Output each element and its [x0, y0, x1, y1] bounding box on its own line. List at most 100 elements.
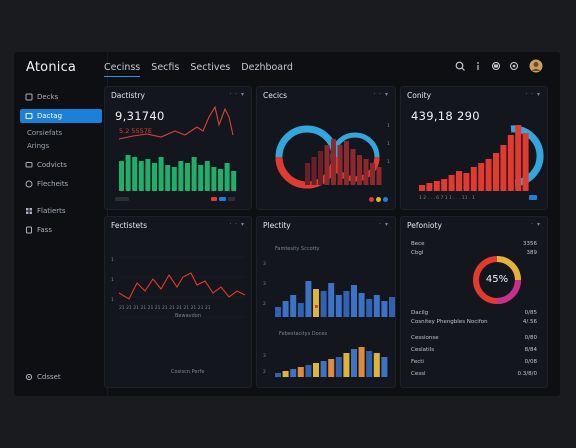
chart-bar	[178, 161, 184, 191]
svg-text:1: 1	[387, 141, 390, 147]
info-icon[interactable]	[472, 60, 484, 72]
metric-value: 9,31740	[115, 109, 165, 123]
sidebar-item-dactag[interactable]: Dactag	[20, 109, 102, 123]
chart-bar	[320, 361, 327, 377]
sidebar-item-label: Codvicts	[37, 161, 67, 169]
chart-bar	[507, 135, 514, 191]
chart-bar	[305, 163, 310, 185]
chart-bar	[313, 363, 319, 377]
sidebar-subitem[interactable]: Arings	[27, 142, 50, 150]
sidebar-item-flatierts[interactable]: Flatierts	[20, 204, 102, 218]
chart-bar	[324, 145, 330, 185]
panel-menu[interactable]: · · ▾	[229, 91, 245, 98]
kv-row: Fecti 0/08	[411, 359, 537, 365]
tab-cecinss[interactable]: Cecinss	[104, 62, 141, 77]
svg-text:1: 1	[111, 257, 114, 263]
avatar[interactable]	[529, 59, 543, 73]
tab-sectives[interactable]: Sectives	[190, 62, 231, 73]
panel-title: Cecics	[263, 91, 288, 100]
bar-line-chart	[115, 105, 237, 201]
svg-text:1: 1	[387, 159, 390, 165]
layers-icon	[25, 113, 33, 119]
chart-bar	[381, 301, 388, 317]
sidebar-subitem[interactable]: Corsiefats	[27, 129, 63, 137]
chart-bar	[351, 349, 357, 377]
chart-bar	[145, 159, 151, 191]
svg-text:3: 3	[263, 281, 266, 287]
panel-fectistets: Fectistets · · ▾ 21 21 21 21 21 21 21 21…	[104, 216, 252, 388]
chart-bar	[297, 303, 304, 317]
line-chart: 21 21 21 21 21 21 21 21 21 21 21 21 21 1…	[111, 256, 246, 319]
tab-secfis[interactable]: Secfis	[151, 62, 180, 73]
chart-bar	[305, 365, 312, 377]
svg-text:1 2 . . . 6 7 1 1 . . . 11 . 1: 1 2 . . . 6 7 1 1 . . . 11 . 1	[419, 195, 475, 201]
svg-text:2: 2	[263, 369, 266, 375]
panel-plectity: Plectity · ▾ Famtesity Sccotty Febestaci…	[256, 216, 396, 388]
chart-bar	[290, 295, 297, 317]
chart-bar	[328, 283, 335, 317]
panel-menu[interactable]: · ▾	[531, 221, 541, 228]
sidebar-item-settings[interactable]: Cdsset	[20, 370, 102, 384]
panel-pefonioty: Pefonioty · ▾ Bece 3356 Cbgl 389 45% Dacil…	[400, 216, 548, 388]
sidebar-item-fass[interactable]: Fass	[20, 223, 102, 237]
chart-bar	[485, 159, 492, 191]
kv-row: Ceslatils 8/84	[411, 347, 537, 353]
chart-bar	[389, 297, 395, 317]
chart-bar	[426, 183, 433, 191]
chart-bar	[152, 163, 157, 191]
panel-menu[interactable]: · · ▾	[525, 91, 541, 98]
chart-bar	[478, 163, 485, 191]
tab-dezhboard[interactable]: Dezhboard	[241, 62, 293, 73]
chart-bar	[335, 357, 342, 377]
chart-bar	[158, 157, 164, 191]
chart-bar	[522, 133, 529, 191]
chart-bar	[290, 369, 297, 377]
chart-bar	[335, 295, 342, 317]
sidebar-item-flecheits[interactable]: Flecheits	[20, 177, 102, 191]
home-icon	[25, 93, 33, 101]
multi-bar-chart: 3 3 2 3 2	[263, 261, 395, 377]
chart-bar	[297, 367, 304, 377]
chart-bar	[370, 163, 375, 185]
kv-row: Bece 3356	[411, 241, 537, 247]
chat-icon	[25, 162, 33, 168]
svg-text:21 21 21 21 21 21 21 21 21 21: 21 21 21 21 21 21 21 21 21 21 21 21 21	[119, 305, 211, 311]
search-icon[interactable]	[454, 60, 466, 72]
metric-value: 439,18 290	[411, 109, 480, 123]
chart-bar	[165, 165, 171, 191]
kv-row: Cbgl 389	[411, 250, 537, 256]
chart-bar	[358, 347, 365, 377]
panel-menu[interactable]: · · ▾	[229, 221, 245, 228]
sync-icon[interactable]	[490, 60, 502, 72]
chart-bar	[463, 173, 470, 191]
chart-bar	[448, 175, 455, 191]
dashboard-window: Atonica Decks Dactag Corsiefats Arings C…	[14, 52, 560, 396]
panel-menu[interactable]: · ▾	[379, 221, 389, 228]
chart-bar	[198, 165, 204, 191]
chart-bar	[366, 351, 373, 377]
sidebar-item-decks[interactable]: Decks	[20, 90, 102, 104]
panel-menu[interactable]: · · ▾	[373, 91, 389, 98]
chart-bar	[433, 181, 440, 191]
gear-icon[interactable]	[508, 60, 520, 72]
chart-bar	[218, 169, 223, 191]
sidebar-item-codvicts[interactable]: Codvicts	[20, 158, 102, 172]
chart-legend: Febestacitys Doces	[279, 331, 328, 337]
top-icons	[454, 59, 546, 74]
chart-bar	[211, 167, 217, 191]
kv-row: Dacilg 0/85	[411, 310, 537, 316]
settings-icon	[25, 373, 33, 381]
ring-bar-chart: 1 1 1	[275, 123, 390, 202]
kv-row: Cessionse 0/80	[411, 335, 537, 341]
panel-conity: Conity · · ▾ 439,18 290 1 2 . . . 6 7 1 …	[400, 86, 548, 210]
sidebar-item-label: Flecheits	[37, 180, 69, 188]
panel-dactistry: Dactistry · · ▾ 9,31740 5.2 5S57E	[104, 86, 252, 210]
kv-row: Cosnitey Phengbles Nocifon 4/.56	[411, 319, 537, 325]
chart-bar	[337, 145, 343, 185]
chart-bar	[376, 167, 382, 185]
chart-bar	[343, 291, 350, 317]
chart-bar	[119, 161, 124, 191]
chart-bar	[366, 299, 373, 317]
chart-bar	[331, 139, 336, 185]
chart-bar	[132, 157, 138, 191]
